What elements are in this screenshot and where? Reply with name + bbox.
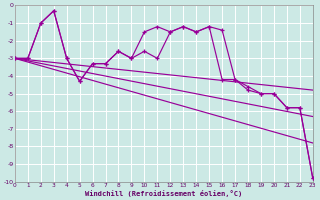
X-axis label: Windchill (Refroidissement éolien,°C): Windchill (Refroidissement éolien,°C) [85,190,243,197]
